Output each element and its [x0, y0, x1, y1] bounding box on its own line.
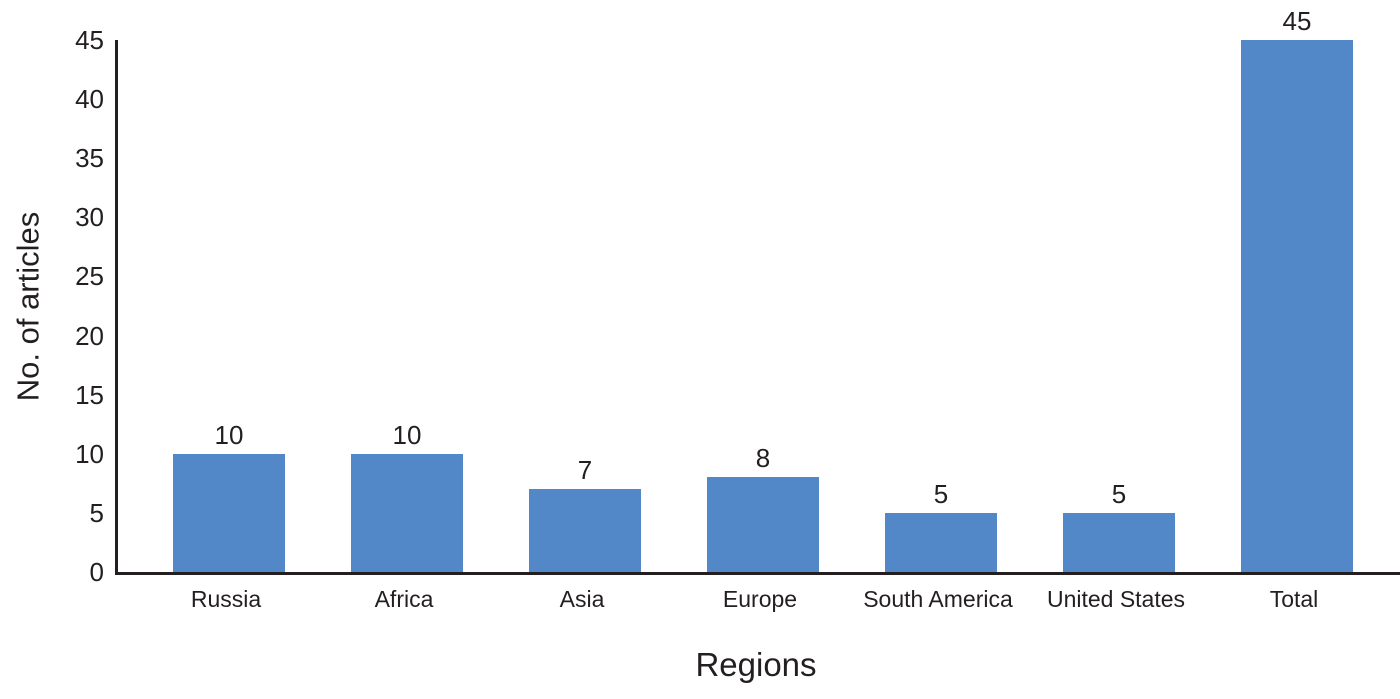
y-tick-label: 35	[75, 143, 104, 174]
y-tick-label: 40	[75, 84, 104, 115]
y-tick-label: 20	[75, 320, 104, 351]
bar: 5	[884, 481, 998, 572]
x-category-label: South America	[863, 586, 1013, 612]
bar: 10	[350, 422, 464, 572]
x-category-label: United States	[1046, 586, 1186, 612]
bar: 8	[706, 445, 820, 572]
bar-value-label: 8	[755, 443, 771, 474]
x-axis-category-labels: Russia Africa Asia Europe South America Unite…	[115, 586, 1397, 614]
y-tick-label: 25	[75, 261, 104, 292]
bar-slot-africa: 10	[318, 40, 496, 572]
bar-value-label: 5	[1111, 478, 1127, 509]
bar-slot-russia: 10	[140, 40, 318, 572]
bar-value-label: 45	[1282, 6, 1312, 36]
y-axis-tick-labels: 0 5 10 15 20 25 30 35 40 45	[0, 27, 104, 585]
bar: 10	[172, 422, 286, 572]
y-tick-label: 5	[89, 497, 104, 528]
bar-value-label: 10	[214, 419, 244, 450]
bar-slot-europe: 8	[674, 40, 852, 572]
x-category-label: Asia	[559, 586, 605, 612]
bar: 45	[1240, 8, 1354, 572]
bar: 7	[528, 457, 642, 572]
bar: 5	[1062, 481, 1176, 572]
bar-slot-south-america: 5	[852, 40, 1030, 572]
plot-area: 10 10 7 8 5 5 45	[115, 8, 1400, 575]
bar-slot-asia: 7	[496, 40, 674, 572]
x-category-label: Africa	[374, 586, 434, 612]
bar-value-label: 7	[577, 455, 593, 486]
bar-slot-total: 45	[1208, 8, 1386, 572]
y-tick-label: 45	[75, 25, 104, 55]
bars-container: 10 10 7 8 5 5 45	[118, 8, 1400, 572]
y-tick-label: 30	[75, 202, 104, 233]
x-category-label: Europe	[722, 586, 798, 612]
y-tick-label: 10	[75, 438, 104, 469]
y-tick-label: 0	[89, 557, 104, 587]
x-axis-title: Regions	[695, 646, 817, 683]
x-category-label: Russia	[190, 586, 262, 612]
bar-value-label: 10	[392, 419, 422, 450]
bar-slot-united-states: 5	[1030, 40, 1208, 572]
bar-value-label: 5	[933, 478, 949, 509]
y-tick-label: 15	[75, 379, 104, 410]
x-category-label: Total	[1269, 586, 1319, 612]
